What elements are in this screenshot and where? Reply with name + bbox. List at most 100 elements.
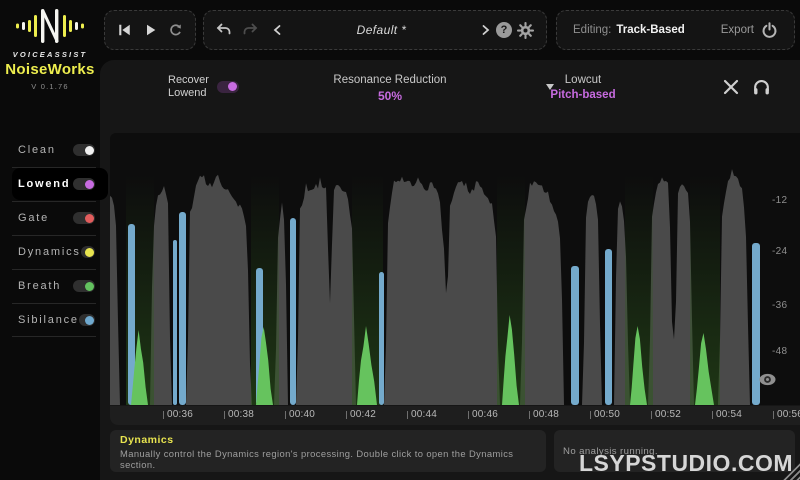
timeline-label: 00:54: [716, 409, 743, 420]
db-label: -24: [772, 246, 788, 257]
skip-to-start-button[interactable]: [117, 23, 132, 37]
toggle-knob: [84, 281, 94, 291]
timeline-label: 00:44: [411, 409, 438, 420]
timeline-tick: [407, 411, 408, 419]
sidebar-separator: [12, 167, 96, 168]
analysis-status-panel: No analysis running.: [554, 430, 795, 472]
timeline-label: 00:50: [594, 409, 621, 420]
sidebar-separator: [12, 235, 96, 236]
analysis-status-text: No analysis running.: [563, 445, 658, 457]
toggle-sibilance[interactable]: [78, 314, 95, 326]
preset-name[interactable]: Default *: [356, 23, 407, 37]
export-button[interactable]: Export: [720, 24, 755, 36]
timeline-label: 00:46: [472, 409, 499, 420]
lowcut-label: Lowcut: [564, 74, 602, 86]
toggle-gate[interactable]: [73, 212, 95, 224]
resonance-reduction-control[interactable]: Resonance Reduction 50%: [320, 74, 460, 103]
editing-mode[interactable]: Track-Based: [616, 24, 685, 36]
timeline-tick: [285, 411, 286, 419]
sidebar-separator: [12, 303, 96, 304]
toggle-clean[interactable]: [73, 144, 95, 156]
waveform-svg: [110, 169, 762, 405]
sidebar-item-label: Gate: [18, 212, 50, 224]
sidebar-item-label: Breath: [18, 280, 62, 292]
tooltip-body: Manually control the Dynamics region's p…: [120, 448, 514, 470]
sidebar-separator: [12, 336, 96, 337]
timeline-tick: [529, 411, 530, 419]
db-label: -12: [772, 195, 788, 206]
tooltip-title: Dynamics: [120, 434, 174, 446]
timeline-label: 00:40: [289, 409, 316, 420]
timeline-tick: [468, 411, 469, 419]
timeline-label: 00:56: [777, 409, 800, 420]
timeline-ruler[interactable]: 00:36 00:38 00:40 00:42 00:44 00:46 00:48 00:50…: [110, 406, 800, 425]
db-label: -48: [772, 346, 788, 357]
toggle-knob: [84, 213, 94, 223]
watermark: LSYPSTUDIO.COM: [578, 450, 793, 476]
toggle-knob: [84, 145, 94, 155]
recover-lowend-toggle[interactable]: [216, 80, 239, 93]
editing-label: Editing:: [573, 24, 612, 36]
db-label: -36: [772, 300, 788, 311]
tooltip-panel: Dynamics Manually control the Dynamics r…: [110, 430, 546, 472]
redo-icon[interactable]: [242, 23, 258, 37]
waveform-display[interactable]: -12 -24 -36 -48: [110, 133, 800, 405]
toggle-knob: [84, 247, 94, 257]
timeline-tick: [224, 411, 225, 419]
timeline-tick: [712, 411, 713, 419]
timeline-label: 00:48: [533, 409, 560, 420]
sidebar-item-label: Lowend: [18, 178, 71, 190]
app-title: NoiseWorks: [5, 61, 95, 78]
timeline-tick: [346, 411, 347, 419]
toggle-dynamics[interactable]: [80, 246, 95, 258]
loop-button[interactable]: [168, 23, 183, 38]
headphones-icon[interactable]: [752, 77, 771, 96]
resonance-reduction-value[interactable]: 50%: [377, 89, 403, 103]
close-icon[interactable]: [722, 78, 740, 96]
sidebar-separator: [12, 201, 96, 202]
toggle-breath[interactable]: [73, 280, 95, 292]
chevron-down-icon: [546, 84, 554, 90]
preset-box: Default * ?: [203, 10, 547, 50]
sidebar-item-lowend[interactable]: Lowend: [0, 167, 108, 201]
timeline-label: 00:42: [350, 409, 377, 420]
timeline-tick: [773, 411, 774, 419]
brand-block: VOICEASSIST NoiseWorks V 0.1.76: [0, 6, 100, 91]
sidebar-item-sibilance[interactable]: Sibilance: [0, 303, 100, 337]
resonance-reduction-label: Resonance Reduction: [333, 74, 447, 86]
toggle-knob: [84, 179, 94, 189]
timeline-tick: [163, 411, 164, 419]
sidebar-item-label: Clean: [18, 144, 56, 156]
toggle-knob: [84, 315, 94, 325]
sidebar-item-clean[interactable]: Clean: [0, 133, 100, 167]
recover-lowend-label: Recover Lowend: [168, 74, 209, 99]
timeline-label: 00:52: [655, 409, 682, 420]
app-logo-icon: [16, 9, 84, 43]
preset-next-icon[interactable]: [480, 24, 491, 36]
power-icon[interactable]: [761, 21, 778, 39]
play-button[interactable]: [144, 23, 157, 37]
brand-subtitle: VOICEASSIST: [12, 50, 88, 59]
gear-icon[interactable]: [517, 21, 534, 39]
session-box: Editing: Track-Based Export: [556, 10, 795, 50]
sidebar-nav: Clean Lowend Gate Dynamics Breath Sibilance: [0, 133, 110, 337]
timeline-label: 00:36: [167, 409, 194, 420]
preset-prev-icon[interactable]: [272, 24, 283, 36]
undo-icon[interactable]: [216, 23, 232, 37]
lowcut-value[interactable]: Pitch-based: [550, 89, 616, 101]
app-version: V 0.1.76: [31, 82, 69, 91]
timeline-tick: [651, 411, 652, 419]
sidebar-item-gate[interactable]: Gate: [0, 201, 100, 235]
sidebar-item-dynamics[interactable]: Dynamics: [0, 235, 100, 269]
sidebar-item-label: Sibilance: [18, 314, 79, 326]
timeline-label: 00:38: [228, 409, 255, 420]
recover-lowend-control: Recover Lowend: [168, 74, 239, 99]
toggle-lowend[interactable]: [73, 178, 95, 190]
timeline-tick: [590, 411, 591, 419]
sidebar-item-breath[interactable]: Breath: [0, 269, 100, 303]
help-icon[interactable]: ?: [496, 22, 512, 38]
eye-icon[interactable]: [758, 372, 777, 387]
transport-box: [104, 10, 196, 50]
sidebar-item-label: Dynamics: [18, 246, 81, 258]
lowcut-dropdown[interactable]: Lowcut Pitch-based: [528, 74, 638, 101]
